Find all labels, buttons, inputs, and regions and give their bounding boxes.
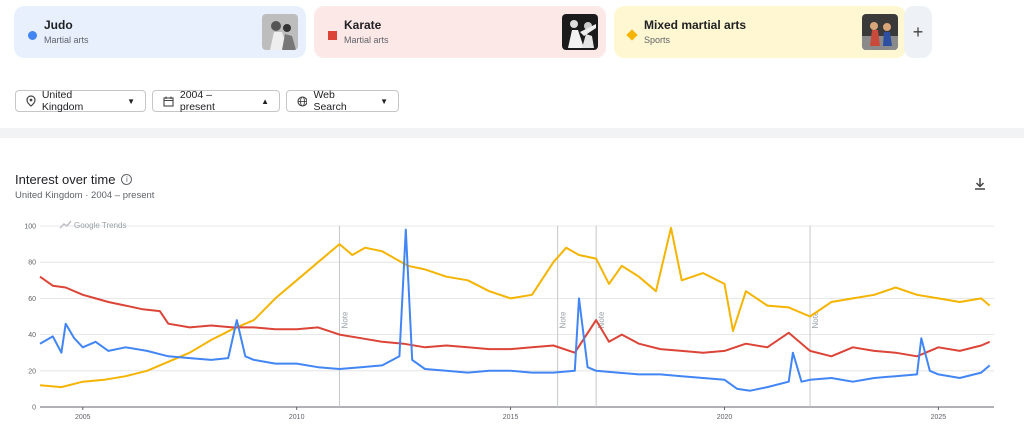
series-line-karate[interactable] xyxy=(39,275,991,358)
caret-down-icon: ▼ xyxy=(380,96,388,106)
caret-down-icon: ▼ xyxy=(127,96,135,106)
section-divider xyxy=(0,128,1024,138)
term-category: Martial arts xyxy=(344,35,389,45)
karate-square-marker xyxy=(328,31,337,40)
judo-thumbnail xyxy=(262,14,298,50)
x-tick-label: 2005 xyxy=(75,414,91,421)
section-title: Interest over time i xyxy=(15,172,133,187)
x-tick-label: 2010 xyxy=(289,414,305,421)
x-tick-label: 2025 xyxy=(931,414,947,421)
location-pin-icon xyxy=(26,95,36,107)
annotation-note[interactable]: Note xyxy=(811,311,820,328)
annotation-note[interactable]: Note xyxy=(597,311,606,328)
section-subtitle: United Kingdom · 2004 – present xyxy=(15,190,155,201)
mma-diamond-marker xyxy=(626,29,638,41)
series-line-mixed-martial-arts[interactable] xyxy=(39,226,991,389)
mma-thumbnail xyxy=(862,14,898,50)
caret-up-icon: ▲ xyxy=(261,96,269,106)
karate-thumbnail xyxy=(562,14,598,50)
interest-over-time-chart: 0 20 40 60 80 100 Note Note Note Note Google Tre… xyxy=(24,220,994,421)
term-card-mma[interactable]: Mixed martial arts Sports xyxy=(614,6,906,58)
term-name: Karate xyxy=(344,18,382,32)
search-terms: Judo Martial arts Karate Martial arts Mi… xyxy=(14,6,906,58)
calendar-icon xyxy=(163,96,174,107)
x-tick-label: 2020 xyxy=(717,414,733,421)
y-tick-label: 20 xyxy=(28,368,36,375)
term-category: Sports xyxy=(644,35,671,45)
time-range-dropdown[interactable]: 2004 – present ▲ xyxy=(152,89,280,113)
search-property-value: Web Search xyxy=(313,89,347,113)
region-value: United Kingdom xyxy=(41,89,84,113)
term-card-judo[interactable]: Judo Martial arts xyxy=(14,6,306,58)
watermark: Google Trends xyxy=(74,221,126,230)
region-dropdown[interactable]: United Kingdom ▼ xyxy=(15,89,146,113)
globe-icon xyxy=(297,95,308,107)
y-tick-label: 0 xyxy=(32,405,36,412)
y-tick-label: 100 xyxy=(24,224,36,231)
term-name: Mixed martial arts xyxy=(644,18,747,32)
x-tick-label: 2015 xyxy=(503,414,519,421)
section-title-text: Interest over time xyxy=(15,172,116,187)
add-comparison-button[interactable]: + xyxy=(904,6,932,58)
y-tick-label: 80 xyxy=(28,260,36,267)
y-tick-label: 60 xyxy=(28,296,36,303)
info-icon[interactable]: i xyxy=(121,174,133,185)
time-range-value: 2004 – present xyxy=(179,89,215,113)
term-category: Martial arts xyxy=(44,35,89,45)
filter-bar: United Kingdom ▼ 2004 – present ▲ Web Se… xyxy=(15,89,399,113)
download-icon[interactable] xyxy=(972,176,988,192)
y-tick-label: 40 xyxy=(28,332,36,339)
annotation-note[interactable]: Note xyxy=(559,311,568,328)
trends-logo-icon xyxy=(59,220,72,229)
term-name: Judo xyxy=(44,18,73,32)
search-property-dropdown[interactable]: Web Search ▼ xyxy=(286,89,399,113)
judo-circle-marker xyxy=(28,31,37,40)
annotation-note[interactable]: Note xyxy=(340,311,349,328)
term-card-karate[interactable]: Karate Martial arts xyxy=(314,6,606,58)
series-line-judo[interactable] xyxy=(39,228,991,392)
